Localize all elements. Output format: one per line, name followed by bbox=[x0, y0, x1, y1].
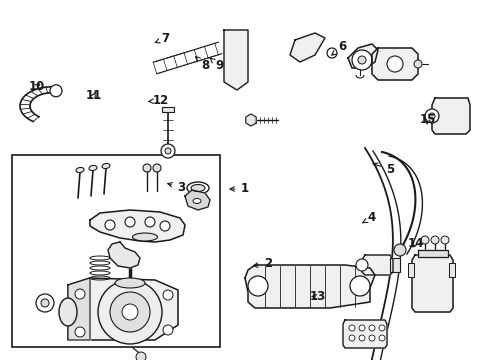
Circle shape bbox=[358, 325, 364, 331]
Circle shape bbox=[122, 304, 138, 320]
Text: 12: 12 bbox=[148, 94, 168, 107]
Polygon shape bbox=[108, 242, 140, 268]
Polygon shape bbox=[361, 255, 392, 275]
Circle shape bbox=[50, 85, 62, 97]
Circle shape bbox=[136, 352, 146, 360]
Bar bbox=[162, 107, 174, 112]
Circle shape bbox=[428, 113, 434, 119]
Polygon shape bbox=[224, 30, 247, 90]
Polygon shape bbox=[245, 114, 256, 126]
Circle shape bbox=[164, 148, 171, 154]
Circle shape bbox=[386, 56, 402, 72]
Circle shape bbox=[348, 325, 354, 331]
Text: 5: 5 bbox=[372, 163, 393, 176]
Ellipse shape bbox=[186, 182, 208, 194]
Circle shape bbox=[105, 220, 115, 230]
Circle shape bbox=[41, 299, 49, 307]
Polygon shape bbox=[411, 255, 452, 312]
Bar bbox=[389, 258, 399, 272]
Circle shape bbox=[160, 221, 170, 231]
Text: 6: 6 bbox=[331, 40, 346, 55]
Circle shape bbox=[153, 164, 161, 172]
Circle shape bbox=[368, 335, 374, 341]
Circle shape bbox=[326, 48, 336, 58]
Polygon shape bbox=[68, 278, 178, 340]
Text: 13: 13 bbox=[309, 291, 325, 303]
Text: 2: 2 bbox=[253, 257, 271, 270]
Circle shape bbox=[440, 236, 448, 244]
Circle shape bbox=[98, 280, 162, 344]
Ellipse shape bbox=[193, 198, 201, 203]
Text: 9: 9 bbox=[209, 58, 223, 72]
Polygon shape bbox=[347, 44, 377, 68]
Circle shape bbox=[163, 325, 173, 335]
Circle shape bbox=[368, 325, 374, 331]
Circle shape bbox=[142, 164, 151, 172]
Circle shape bbox=[420, 236, 428, 244]
Circle shape bbox=[348, 335, 354, 341]
Circle shape bbox=[36, 294, 54, 312]
Circle shape bbox=[349, 276, 369, 296]
Circle shape bbox=[424, 109, 438, 123]
Polygon shape bbox=[184, 190, 209, 210]
Ellipse shape bbox=[115, 278, 145, 288]
Text: 1: 1 bbox=[229, 183, 248, 195]
Polygon shape bbox=[90, 210, 184, 242]
Ellipse shape bbox=[76, 167, 84, 172]
Ellipse shape bbox=[89, 166, 97, 171]
Circle shape bbox=[75, 289, 85, 299]
Circle shape bbox=[378, 325, 384, 331]
Ellipse shape bbox=[59, 298, 77, 326]
Circle shape bbox=[355, 259, 367, 271]
Bar bbox=[448, 263, 454, 277]
Ellipse shape bbox=[132, 233, 157, 241]
Circle shape bbox=[163, 290, 173, 300]
Bar bbox=[407, 263, 413, 277]
Circle shape bbox=[393, 244, 405, 256]
Polygon shape bbox=[417, 250, 447, 257]
Circle shape bbox=[125, 217, 135, 227]
Circle shape bbox=[378, 335, 384, 341]
Polygon shape bbox=[289, 33, 325, 62]
Polygon shape bbox=[431, 98, 469, 134]
Circle shape bbox=[110, 292, 150, 332]
Ellipse shape bbox=[191, 184, 204, 192]
Circle shape bbox=[358, 335, 364, 341]
Text: 3: 3 bbox=[167, 181, 184, 194]
Circle shape bbox=[357, 56, 365, 64]
Polygon shape bbox=[244, 265, 374, 308]
Circle shape bbox=[413, 60, 421, 68]
Text: 11: 11 bbox=[85, 89, 102, 102]
Circle shape bbox=[247, 276, 267, 296]
Text: 8: 8 bbox=[195, 57, 209, 72]
Text: 4: 4 bbox=[362, 211, 375, 224]
Text: 14: 14 bbox=[407, 237, 423, 249]
Polygon shape bbox=[68, 278, 90, 340]
Polygon shape bbox=[342, 320, 386, 348]
Text: 15: 15 bbox=[419, 113, 435, 126]
Circle shape bbox=[145, 217, 155, 227]
Ellipse shape bbox=[102, 163, 110, 168]
Circle shape bbox=[161, 144, 175, 158]
Circle shape bbox=[75, 327, 85, 337]
Bar bbox=[12, 155, 220, 347]
Circle shape bbox=[430, 236, 438, 244]
Text: 10: 10 bbox=[28, 80, 45, 93]
Circle shape bbox=[351, 50, 371, 70]
Polygon shape bbox=[371, 48, 417, 80]
Text: 7: 7 bbox=[155, 32, 169, 45]
